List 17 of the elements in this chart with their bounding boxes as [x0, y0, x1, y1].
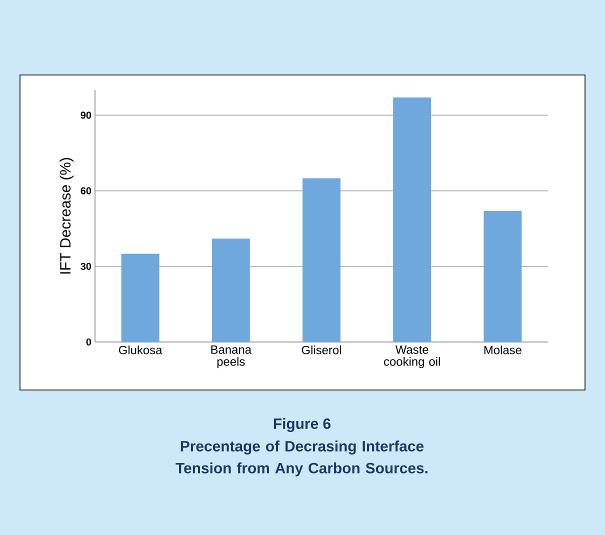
- y-tick-label: 90: [80, 112, 92, 119]
- y-axis-title: IFT Decrease (%): [60, 158, 74, 274]
- x-tick-label: Banana peels: [211, 346, 252, 368]
- text: Precentage of Decrasing Interface Tension from Any Carbon Sources.: [176, 440, 428, 476]
- bar: [393, 98, 432, 342]
- text: Figure 6: [274, 418, 331, 432]
- bar: [302, 178, 341, 342]
- x-tick-label: Gliserol: [302, 346, 341, 354]
- y-tick-label: 0: [86, 338, 92, 346]
- bar: [484, 210, 522, 342]
- bar: [212, 238, 250, 342]
- x-tick-label: Glukosa: [118, 346, 162, 354]
- x-tick-label: Molase: [484, 346, 522, 354]
- y-tick-label: 60: [80, 187, 92, 194]
- bar: [121, 254, 160, 342]
- y-tick-label: 30: [80, 262, 92, 270]
- x-tick-label: Waste cooking oil: [384, 346, 440, 368]
